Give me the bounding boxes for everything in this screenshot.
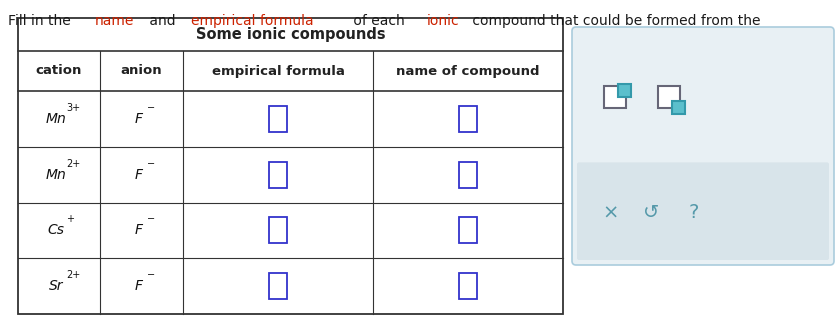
Bar [458,273,477,299]
Text: 2+: 2+ [66,270,80,280]
Text: +: + [66,215,74,224]
Text: Cs: Cs [48,223,64,237]
Bar [604,86,625,108]
Bar [617,84,630,97]
Text: 2+: 2+ [66,159,80,169]
FancyBboxPatch shape [576,162,828,260]
Text: 3+: 3+ [66,103,80,113]
Text: Sr: Sr [48,279,64,293]
Text: ?: ? [688,203,698,222]
Bar [657,86,679,108]
Text: F: F [135,168,142,182]
Text: name of compound: name of compound [395,65,539,78]
Text: compound that could be formed from the: compound that could be formed from the [468,14,764,28]
Bar [268,217,287,244]
Text: empirical formula: empirical formula [191,14,313,28]
Text: and: and [145,14,181,28]
Bar [458,217,477,244]
Text: F: F [135,223,142,237]
Text: Mn: Mn [46,112,66,126]
Text: ×: × [602,203,619,222]
Bar [458,106,477,132]
Text: F: F [135,279,142,293]
Bar [268,162,287,188]
Text: cation: cation [36,65,82,78]
Bar [671,101,684,114]
Text: empirical formula: empirical formula [212,65,344,78]
Bar [268,273,287,299]
Text: of each: of each [349,14,409,28]
Bar [268,106,287,132]
Text: F: F [135,112,142,126]
Bar [18,18,563,314]
Text: ionic: ionic [426,14,458,28]
Text: Mn: Mn [46,168,66,182]
Text: Fill in the: Fill in the [8,14,75,28]
Text: −: − [146,215,155,224]
Text: Some ionic compounds: Some ionic compounds [196,27,385,42]
Text: −: − [146,103,155,113]
Text: −: − [146,159,155,169]
Text: name: name [94,14,134,28]
Bar [458,162,477,188]
Text: anion: anion [120,65,162,78]
FancyBboxPatch shape [571,27,833,265]
Text: ↺: ↺ [642,203,659,222]
Text: −: − [146,270,155,280]
